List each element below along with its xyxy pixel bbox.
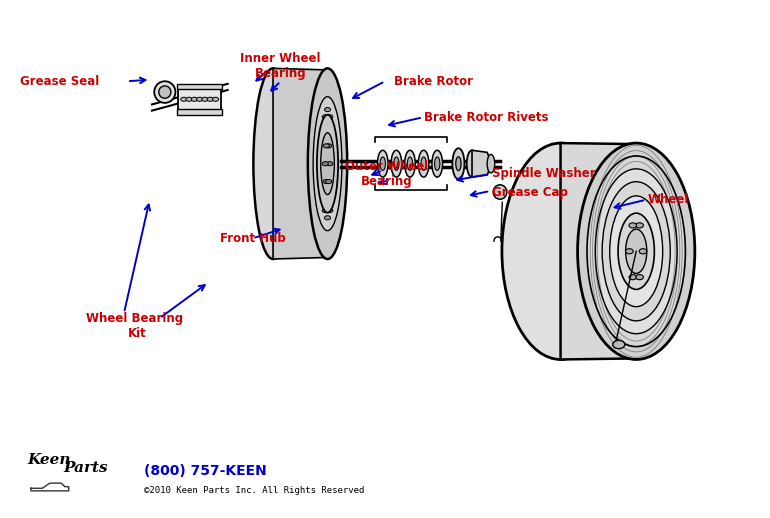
Circle shape <box>613 340 625 349</box>
FancyBboxPatch shape <box>177 109 223 115</box>
Text: Wheel: Wheel <box>648 193 689 206</box>
Ellipse shape <box>467 150 477 177</box>
Text: Keen: Keen <box>27 453 71 467</box>
Circle shape <box>629 223 637 228</box>
Text: Grease Seal: Grease Seal <box>20 75 99 88</box>
Circle shape <box>322 162 328 166</box>
Text: Grease Cap: Grease Cap <box>493 185 568 198</box>
Polygon shape <box>472 150 492 177</box>
Text: ©2010 Keen Parts Inc. All Rights Reserved: ©2010 Keen Parts Inc. All Rights Reserve… <box>145 486 365 495</box>
Ellipse shape <box>587 156 685 347</box>
Polygon shape <box>561 143 636 359</box>
Circle shape <box>324 215 330 220</box>
Circle shape <box>323 179 330 183</box>
Circle shape <box>625 249 633 254</box>
FancyBboxPatch shape <box>177 84 223 89</box>
Ellipse shape <box>405 150 415 177</box>
Ellipse shape <box>418 150 429 177</box>
Circle shape <box>326 115 333 119</box>
Ellipse shape <box>578 143 695 359</box>
Ellipse shape <box>618 213 654 290</box>
Circle shape <box>320 189 326 193</box>
Ellipse shape <box>253 68 293 259</box>
Ellipse shape <box>421 157 427 170</box>
Ellipse shape <box>610 196 663 307</box>
Ellipse shape <box>391 150 402 177</box>
Circle shape <box>329 162 335 166</box>
Text: Front Hub: Front Hub <box>220 232 286 245</box>
Text: Inner Wheel
Bearing: Inner Wheel Bearing <box>240 52 321 80</box>
Text: Spindle Washer: Spindle Washer <box>493 167 596 180</box>
Ellipse shape <box>377 150 388 177</box>
Ellipse shape <box>487 154 494 173</box>
Circle shape <box>323 144 330 148</box>
Ellipse shape <box>434 157 440 170</box>
Ellipse shape <box>380 157 386 170</box>
Ellipse shape <box>502 143 619 359</box>
Text: Wheel Bearing 
Kit: Wheel Bearing Kit <box>86 312 187 340</box>
Text: (800) 757-KEEN: (800) 757-KEEN <box>145 464 267 478</box>
Ellipse shape <box>317 115 338 212</box>
Circle shape <box>322 115 328 119</box>
Ellipse shape <box>595 169 677 334</box>
Circle shape <box>202 97 208 102</box>
Circle shape <box>207 97 213 102</box>
Circle shape <box>639 249 647 254</box>
Ellipse shape <box>393 157 399 170</box>
FancyBboxPatch shape <box>179 89 221 110</box>
Circle shape <box>326 144 332 148</box>
Circle shape <box>191 97 197 102</box>
Circle shape <box>636 275 644 280</box>
Circle shape <box>326 179 332 183</box>
Ellipse shape <box>154 81 176 103</box>
Ellipse shape <box>625 229 647 274</box>
Circle shape <box>196 97 203 102</box>
Ellipse shape <box>432 150 443 177</box>
Text: Parts: Parts <box>63 461 108 474</box>
Circle shape <box>329 135 334 139</box>
Ellipse shape <box>308 68 347 259</box>
Ellipse shape <box>452 148 464 179</box>
Ellipse shape <box>407 157 413 170</box>
Ellipse shape <box>494 185 507 199</box>
Circle shape <box>326 208 333 212</box>
Ellipse shape <box>159 86 171 98</box>
Ellipse shape <box>313 97 342 231</box>
Polygon shape <box>273 68 327 259</box>
Circle shape <box>213 97 219 102</box>
Text: Brake Rotor Rivets: Brake Rotor Rivets <box>424 111 549 124</box>
Circle shape <box>181 97 187 102</box>
Circle shape <box>186 97 192 102</box>
Ellipse shape <box>320 133 334 195</box>
Ellipse shape <box>602 182 670 321</box>
Circle shape <box>629 275 637 280</box>
Circle shape <box>324 108 330 112</box>
Circle shape <box>636 223 644 228</box>
Circle shape <box>329 189 334 193</box>
Text: Brake Rotor: Brake Rotor <box>394 75 473 88</box>
Ellipse shape <box>456 157 461 170</box>
Circle shape <box>320 135 326 139</box>
Text: Outer Wheel
Bearing: Outer Wheel Bearing <box>345 160 428 188</box>
Circle shape <box>326 162 333 166</box>
Circle shape <box>320 162 326 166</box>
Circle shape <box>322 208 328 212</box>
